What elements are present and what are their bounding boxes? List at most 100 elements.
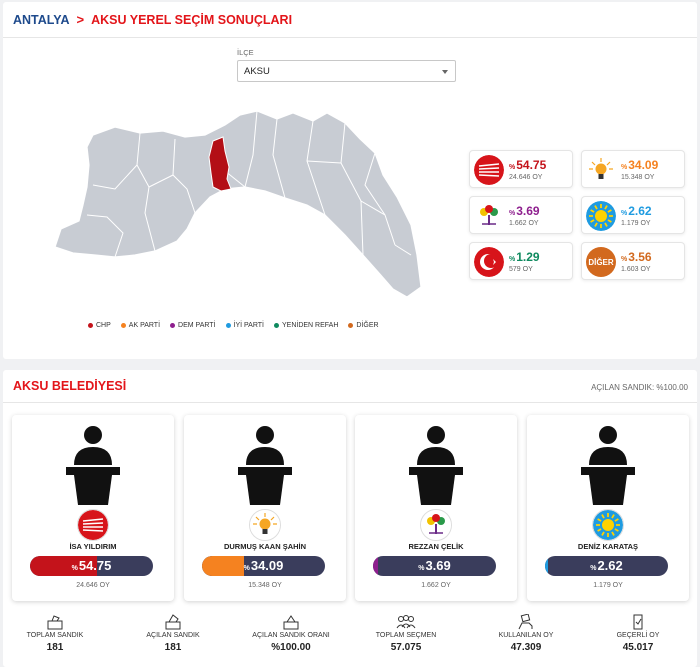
candidate-percentage: %34.09 bbox=[202, 558, 325, 573]
dem-tree-icon bbox=[474, 201, 504, 231]
map-legend: CHP AK PARTİ DEM PARTİ İYİ PARTİ YENİDEN REF… bbox=[88, 322, 379, 329]
candidate-vote-bar-fill bbox=[30, 556, 98, 576]
candidate-percentage-value: 3.69 bbox=[425, 558, 451, 573]
candidate-podium-icon bbox=[403, 425, 469, 510]
dem-tree-icon bbox=[420, 509, 452, 541]
legend-label: AK PARTİ bbox=[128, 322, 161, 329]
candidate-percentage: %3.69 bbox=[373, 558, 496, 573]
percent-prefix: % bbox=[243, 565, 250, 572]
percent-prefix: % bbox=[509, 210, 516, 217]
candidate-vote-bar-fill bbox=[373, 556, 378, 576]
valid-vote-icon bbox=[583, 612, 693, 630]
legend-item: DEM PARTİ bbox=[170, 322, 216, 329]
candidate-vote-bar: %34.09 bbox=[202, 556, 325, 576]
legend-item: AK PARTİ bbox=[120, 322, 161, 329]
party-percentage: %3.56 bbox=[621, 250, 652, 264]
percent-prefix: % bbox=[71, 565, 78, 572]
party-votes: 579 OY bbox=[509, 266, 533, 273]
district-select-value: AKSU bbox=[244, 66, 270, 77]
candidate-card[interactable]: DENİZ KARATAŞ %2.62 1.179 OY bbox=[527, 415, 689, 601]
candidate-podium-icon bbox=[232, 425, 298, 510]
percent-prefix: % bbox=[418, 565, 425, 572]
stat-item: AÇILAN SANDIK ORANI %100.00 bbox=[236, 612, 346, 653]
legend-dot-icon bbox=[348, 323, 354, 328]
chp-six-arrows-icon bbox=[474, 155, 504, 185]
party-result-card[interactable]: %54.75 24.646 OY bbox=[469, 150, 573, 188]
legend-item: YENİDEN REFAH bbox=[274, 322, 338, 329]
iyi-sun-icon bbox=[592, 509, 624, 541]
candidate-percentage: %2.62 bbox=[545, 558, 668, 573]
party-result-card[interactable]: DİĞER %3.56 1.603 OY bbox=[581, 242, 685, 280]
legend-label: DEM PARTİ bbox=[178, 322, 216, 329]
party-percentage-value: 2.62 bbox=[628, 204, 652, 218]
candidate-card[interactable]: REZZAN ÇELİK %3.69 1.662 OY bbox=[355, 415, 517, 601]
party-result-card[interactable]: %3.69 1.662 OY bbox=[469, 196, 573, 234]
stat-value: 181 bbox=[46, 642, 64, 653]
chp-six-arrows-icon bbox=[77, 509, 109, 541]
chevron-down-icon bbox=[442, 70, 448, 74]
aksu-district-highlight[interactable] bbox=[208, 136, 232, 192]
percent-prefix: % bbox=[621, 210, 628, 217]
municipality-title: AKSU BELEDİYESİ bbox=[13, 379, 127, 393]
party-votes: 1.662 OY bbox=[509, 220, 539, 227]
open-ballot-box-icon bbox=[118, 612, 228, 630]
percent-prefix: % bbox=[509, 256, 516, 263]
party-percentage-value: 34.09 bbox=[628, 158, 659, 172]
legend-dot-icon bbox=[225, 323, 231, 328]
stat-item: TOPLAM SEÇMEN 57.075 bbox=[351, 612, 461, 653]
stat-label: TOPLAM SEÇMEN bbox=[375, 632, 437, 639]
other-party-logo: DİĞER bbox=[586, 247, 616, 277]
stat-value: 57.075 bbox=[390, 642, 422, 653]
party-result-card[interactable]: %34.09 15.348 OY bbox=[581, 150, 685, 188]
party-percentage-value: 1.29 bbox=[516, 250, 540, 264]
breadcrumb-province-link[interactable]: ANTALYA bbox=[13, 12, 70, 27]
candidate-percentage: %54.75 bbox=[30, 558, 153, 573]
candidate-vote-bar-fill bbox=[545, 556, 549, 576]
breadcrumb: ANTALYA > AKSU YEREL SEÇİM SONUÇLARI bbox=[3, 2, 697, 38]
party-percentage-value: 54.75 bbox=[516, 158, 547, 172]
akp-lightbulb-icon bbox=[249, 509, 281, 541]
legend-dot-icon bbox=[274, 323, 279, 328]
candidate-podium-icon bbox=[575, 425, 641, 510]
party-percentage: %54.75 bbox=[509, 158, 546, 172]
candidate-votes: 1.662 OY bbox=[421, 582, 451, 589]
legend-label: CHP bbox=[96, 322, 111, 329]
party-percentage-value: 3.56 bbox=[628, 250, 652, 264]
legend-item: DİĞER bbox=[348, 322, 379, 329]
candidate-card[interactable]: İSA YILDIRIM %54.75 24.646 OY bbox=[12, 415, 174, 601]
district-borders bbox=[86, 110, 412, 258]
stat-label: GEÇERLİ OY bbox=[616, 632, 660, 639]
district-select-label: İLÇE bbox=[237, 48, 254, 57]
party-percentage-value: 3.69 bbox=[516, 204, 540, 218]
stat-value: 45.017 bbox=[622, 642, 654, 653]
legend-label: YENİDEN REFAH bbox=[282, 322, 339, 329]
legend-dot-icon bbox=[120, 323, 126, 328]
district-select[interactable]: AKSU bbox=[237, 60, 456, 82]
candidate-votes: 1.179 OY bbox=[593, 582, 623, 589]
candidate-percentage-value: 54.75 bbox=[78, 558, 112, 573]
page-title: AKSU YEREL SEÇİM SONUÇLARI bbox=[91, 12, 293, 27]
percent-prefix: % bbox=[621, 164, 628, 171]
akp-lightbulb-icon bbox=[586, 155, 616, 185]
candidate-card[interactable]: DURMUŞ KAAN ŞAHİN %34.09 15.348 OY bbox=[184, 415, 346, 601]
stat-value: 181 bbox=[164, 642, 182, 653]
party-result-card[interactable]: %1.29 579 OY bbox=[469, 242, 573, 280]
candidate-name: İSA YILDIRIM bbox=[69, 542, 117, 551]
party-result-card[interactable]: %2.62 1.179 OY bbox=[581, 196, 685, 234]
yrp-crescent-icon bbox=[474, 247, 504, 277]
legend-dot-icon bbox=[170, 323, 176, 328]
percent-prefix: % bbox=[590, 565, 597, 572]
legend-item: İYİ PARTİ bbox=[225, 322, 264, 329]
legend-dot-icon bbox=[88, 323, 93, 328]
stat-label: KULLANILAN OY bbox=[498, 632, 554, 639]
percent-prefix: % bbox=[509, 164, 516, 171]
iyi-sun-icon bbox=[586, 201, 616, 231]
candidate-percentage-value: 2.62 bbox=[597, 558, 623, 573]
legend-label: İYİ PARTİ bbox=[233, 322, 264, 329]
ballot-box-rate-icon bbox=[236, 612, 346, 630]
party-votes: 24.646 OY bbox=[509, 174, 543, 181]
chevron-right-icon: > bbox=[76, 12, 85, 27]
ballot-box-icon bbox=[0, 612, 110, 630]
candidate-podium-icon bbox=[60, 425, 126, 510]
percent-prefix: % bbox=[621, 256, 628, 263]
